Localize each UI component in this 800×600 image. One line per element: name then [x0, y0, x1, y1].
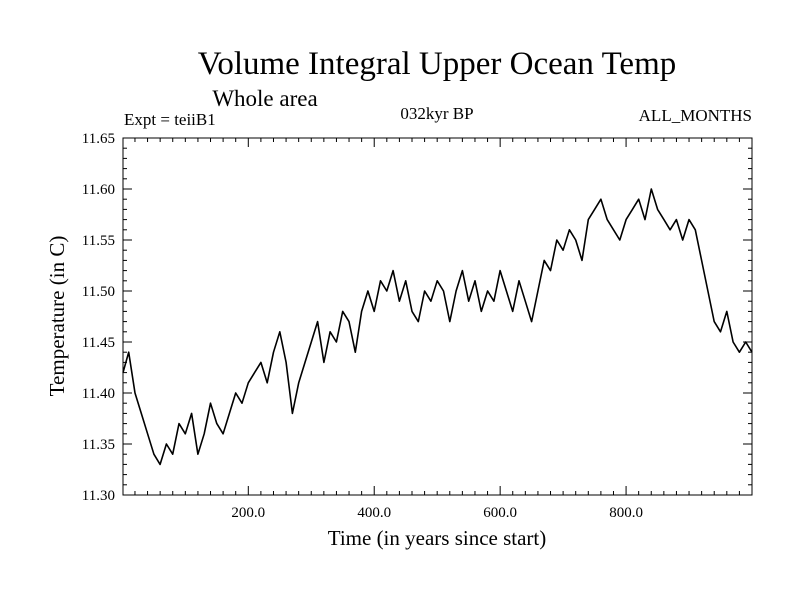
y-tick-label: 11.40	[82, 386, 115, 402]
series-layer	[122, 188, 753, 466]
y-axis-label: Temperature (in C)	[45, 236, 69, 397]
x-tick-label: 600.0	[483, 505, 517, 521]
x-tick-label: 200.0	[231, 505, 265, 521]
period-label: 032kyr BP	[400, 104, 473, 123]
x-axis: 200.0 400.0 600.0 800.0	[134, 138, 740, 521]
x-axis-label: Time (in years since start)	[328, 526, 547, 550]
x-tick-label: 400.0	[357, 505, 391, 521]
series-line	[122, 188, 753, 466]
x-tick-label: 800.0	[609, 505, 643, 521]
y-tick-label: 11.45	[82, 335, 115, 351]
y-tick-label: 11.65	[82, 131, 115, 147]
chart-title: Volume Integral Upper Ocean Temp	[198, 46, 676, 82]
y-tick-label: 11.60	[82, 182, 115, 198]
y-tick-label: 11.35	[82, 437, 115, 453]
y-tick-label: 11.30	[82, 488, 115, 504]
y-tick-label: 11.50	[82, 284, 115, 300]
plot-frame	[122, 137, 753, 496]
y-tick-label: 11.55	[82, 233, 115, 249]
y-axis: 11.30 11.35 11.40 11.45 11.50 11.55 11.60 11.65	[82, 131, 752, 504]
chart-subtitle: Whole area	[212, 86, 317, 111]
experiment-label: Expt = teiiB1	[124, 110, 216, 129]
months-label: ALL_MONTHS	[639, 106, 752, 125]
